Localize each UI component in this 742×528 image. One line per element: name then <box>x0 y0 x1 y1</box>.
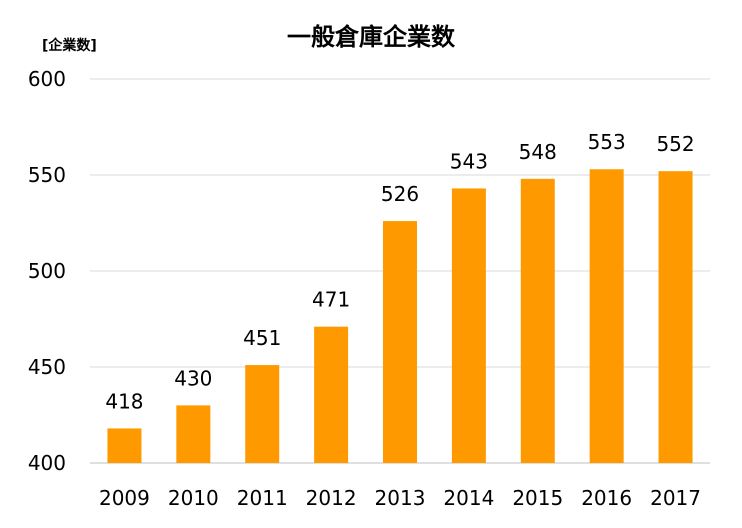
data-label: 430 <box>174 366 212 390</box>
bar <box>451 188 486 463</box>
bar <box>589 169 624 464</box>
data-label: 553 <box>588 130 626 154</box>
data-label: 552 <box>656 132 694 156</box>
x-tick-label: 2012 <box>306 486 357 510</box>
y-tick-label: 550 <box>28 163 66 187</box>
data-label: 451 <box>243 326 281 350</box>
chart-title: 一般倉庫企業数 <box>287 23 455 51</box>
x-tick-label: 2017 <box>650 486 701 510</box>
data-label: 526 <box>381 182 419 206</box>
data-label: 471 <box>312 288 350 312</box>
bar <box>520 178 555 463</box>
y-tick-label: 600 <box>28 67 66 91</box>
x-tick-label: 2014 <box>443 486 494 510</box>
data-label: 548 <box>519 140 557 164</box>
x-tick-label: 2011 <box>237 486 288 510</box>
bar <box>245 365 280 463</box>
y-tick-label: 450 <box>28 355 66 379</box>
x-tick-label: 2010 <box>168 486 219 510</box>
data-label: 418 <box>105 389 143 413</box>
x-tick-label: 2013 <box>375 486 426 510</box>
bar <box>383 221 417 463</box>
y-axis-unit-label: [企業数] <box>42 38 97 54</box>
data-label: 543 <box>450 149 488 173</box>
y-tick-label: 500 <box>28 259 66 283</box>
bar <box>658 171 693 463</box>
x-tick-label: 2016 <box>581 486 632 510</box>
x-tick-label: 2009 <box>99 486 150 510</box>
x-tick-label: 2015 <box>512 486 563 510</box>
bar <box>314 326 349 463</box>
bar <box>176 405 211 463</box>
bar <box>107 428 142 463</box>
y-tick-label: 400 <box>28 451 66 475</box>
